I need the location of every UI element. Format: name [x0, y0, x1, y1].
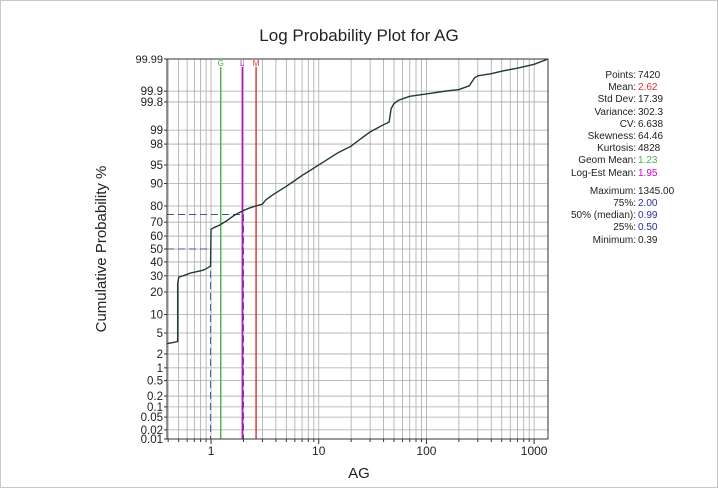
reference-line-label: L — [240, 59, 245, 68]
reference-line-label: M — [253, 59, 260, 68]
x-axis-label: AG — [348, 465, 370, 482]
y-tick-label: 30 — [150, 271, 163, 283]
y-tick-label: 99.8 — [141, 97, 163, 109]
chart-title: Log Probability Plot for AG — [259, 26, 458, 45]
y-tick-label: 0.02 — [141, 425, 163, 437]
stat-kurtosis: Kurtosis: 4828 — [560, 143, 710, 155]
stat-label: Skewness: — [587, 131, 636, 143]
stat-label: Points: — [605, 70, 636, 81]
y-tick-label: 95 — [150, 160, 163, 172]
stat-skewness: Skewness: 64.46 — [560, 131, 710, 143]
y-tick-label: 0.05 — [141, 412, 163, 424]
y-tick-label: 0.2 — [147, 391, 163, 403]
stat-value: 0.50 — [638, 222, 658, 234]
y-tick-label: 0.01 — [141, 434, 163, 446]
stat-variance: Variance: 302.3 — [560, 107, 710, 119]
stat-label: 75%: — [613, 198, 636, 210]
y-axis-label: Cumulative Probability % — [93, 166, 110, 333]
y-tick-label: 70 — [150, 217, 163, 229]
stat-mean: Mean: 2.62 — [560, 82, 710, 94]
quartile-markers — [167, 214, 244, 439]
stat-label: Geom Mean: — [578, 155, 636, 167]
stat-value: 7420 — [638, 70, 661, 81]
stat-value: 0.39 — [638, 234, 658, 246]
y-tick-label: 10 — [150, 309, 163, 321]
stat-label: CV: — [619, 118, 636, 130]
stat-maximum: Maximum: 1345.00 — [560, 186, 710, 198]
y-tick-label: 20 — [150, 287, 163, 299]
stat-label: Kurtosis: — [597, 143, 636, 155]
y-tick-label: 80 — [150, 201, 163, 213]
y-tick-label: 2 — [157, 349, 163, 361]
y-tick-label: 1 — [157, 363, 163, 375]
stat-label: Mean: — [608, 82, 636, 94]
stat-value: 1.95 — [638, 167, 658, 179]
stat-label: Log-Est Mean: — [570, 167, 636, 179]
stat-label: Variance: — [594, 106, 636, 118]
stat-value: 4828 — [638, 143, 661, 155]
stat-p25: 25%: 0.50 — [560, 222, 710, 234]
stat-minimum: Minimum: 0.39 — [560, 235, 710, 247]
stat-value: 17.39 — [638, 94, 664, 106]
stat-value: 1345.00 — [638, 185, 675, 197]
stat-label: Minimum: — [592, 234, 636, 246]
x-tick-label: 1000 — [521, 444, 548, 458]
x-tick-label: 10 — [312, 444, 326, 458]
stat-p75: 75%: 2.00 — [560, 198, 710, 210]
stat-value: 302.3 — [638, 106, 664, 118]
stat-value: 0.99 — [638, 210, 658, 222]
reference-line-label: G — [218, 59, 224, 68]
y-tick-label: 90 — [150, 179, 163, 191]
cumulative-probability-line — [166, 58, 549, 345]
stat-value: 64.46 — [638, 131, 664, 143]
y-tick-label: 99.99 — [135, 54, 163, 66]
stat-label: Std Dev: — [597, 94, 636, 106]
stat-value: 2.00 — [638, 198, 658, 210]
y-tick-label: 99.9 — [141, 86, 163, 98]
stat-cv: CV: 6.638 — [560, 119, 710, 131]
stat-std-dev: Std Dev: 17.39 — [560, 94, 710, 106]
y-tick-label: 5 — [157, 328, 163, 340]
stat-label: 25%: — [613, 222, 636, 234]
statistics-panel: Points: 7420 Mean: 2.62 Std Dev: 17.39 Vari… — [560, 70, 710, 247]
stat-geom-mean: Geom Mean: 1.23 — [560, 155, 710, 167]
x-tick-label: 100 — [416, 444, 436, 458]
stat-value: 2.62 — [638, 82, 658, 94]
x-tick-label: 1 — [208, 444, 215, 458]
stat-label: 50% (median): — [570, 210, 636, 222]
stat-points: Points: 7420 — [560, 70, 710, 82]
y-tick-label: 40 — [150, 257, 163, 269]
y-tick-label: 99 — [150, 125, 163, 137]
y-tick-label: 0.1 — [147, 402, 163, 414]
stat-label: Maximum: — [589, 185, 636, 197]
stat-value: 6.638 — [638, 118, 664, 130]
y-tick-label: 98 — [150, 139, 163, 151]
stat-median: 50% (median): 0.99 — [560, 210, 710, 222]
y-tick-label: 0.5 — [147, 376, 163, 388]
x-axis-ticks: 1 10 100 1000 — [167, 439, 548, 458]
y-tick-label: 50 — [150, 244, 163, 256]
grid-lines — [167, 58, 548, 440]
stat-value: 1.23 — [638, 155, 658, 167]
data-series — [166, 58, 549, 345]
y-tick-label: 60 — [150, 231, 163, 243]
stat-log-est-mean: Log-Est Mean: 1.95 — [560, 168, 710, 180]
